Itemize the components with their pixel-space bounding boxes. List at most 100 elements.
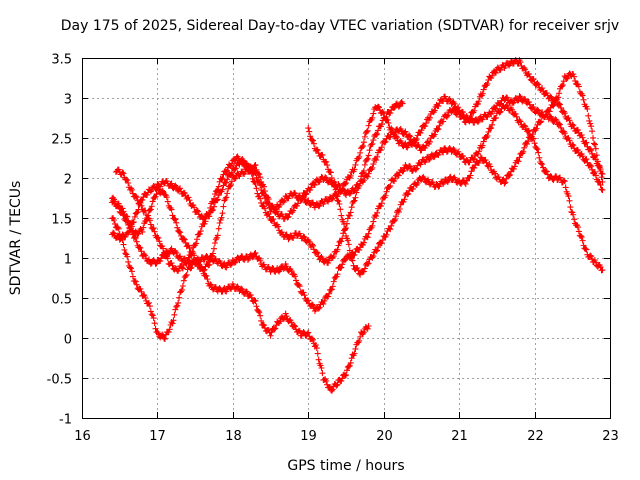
data-point [351, 350, 358, 357]
data-point [351, 187, 358, 194]
data-point [459, 153, 466, 160]
data-point [539, 85, 546, 92]
data-point [132, 193, 139, 200]
data-point [374, 153, 381, 160]
data-point [315, 305, 322, 312]
data-point [330, 182, 337, 189]
data-point [272, 325, 279, 332]
data-point [529, 131, 536, 138]
data-point [244, 168, 251, 175]
data-point [587, 252, 594, 259]
data-point [200, 267, 207, 274]
data-point [373, 248, 380, 255]
data-point [431, 131, 438, 138]
data-point [565, 193, 572, 200]
data-point [373, 156, 380, 163]
data-point [150, 315, 157, 322]
data-point [176, 228, 183, 235]
data-point [180, 277, 187, 284]
data-point [250, 165, 257, 172]
data-point [243, 288, 250, 295]
data-point [155, 235, 162, 241]
data-point [338, 238, 345, 245]
data-point [599, 187, 606, 193]
data-point [204, 276, 211, 283]
data-point [245, 167, 252, 174]
data-point [183, 271, 190, 278]
data-point [359, 142, 366, 149]
data-point [369, 114, 376, 121]
data-point [170, 317, 177, 324]
data-point [178, 264, 185, 271]
data-point [160, 188, 167, 195]
data-point [395, 103, 402, 110]
data-point [125, 258, 132, 265]
data-point [120, 241, 127, 248]
data-point [309, 335, 316, 342]
data-point [206, 261, 213, 268]
data-point [330, 253, 337, 260]
data-point [582, 245, 589, 252]
data-point [563, 75, 570, 82]
data-point [352, 345, 359, 352]
data-point [497, 108, 504, 115]
data-point [290, 207, 297, 214]
data-point [111, 230, 118, 237]
data-point [178, 288, 184, 295]
data-point [534, 146, 541, 153]
data-point [365, 260, 372, 267]
data-point [412, 166, 419, 173]
data-point [374, 209, 381, 216]
data-point [122, 233, 129, 240]
series-track-6 [305, 70, 606, 278]
data-point [365, 170, 372, 177]
data-point [168, 260, 175, 267]
data-point [591, 169, 598, 176]
data-point [121, 246, 128, 253]
data-point [312, 342, 319, 349]
data-point [173, 183, 180, 190]
data-point [300, 289, 307, 296]
data-point [570, 71, 577, 78]
data-point [512, 111, 519, 117]
data-point [336, 182, 343, 189]
data-point [392, 213, 399, 220]
data-point [480, 138, 487, 145]
data-point [228, 160, 235, 167]
data-point [460, 155, 467, 162]
data-point [376, 104, 382, 111]
data-point [309, 136, 316, 143]
data-point [364, 155, 371, 162]
data-point [365, 230, 372, 237]
data-point [213, 197, 220, 204]
data-point [356, 246, 363, 253]
data-point [475, 148, 482, 155]
data-point [146, 207, 153, 214]
data-point [131, 277, 138, 284]
data-point [110, 197, 117, 204]
data-point [181, 190, 188, 197]
data-point [375, 103, 382, 110]
data-point [305, 125, 312, 132]
y-tick-label: 0 [64, 333, 72, 348]
data-point [207, 257, 214, 264]
data-point [186, 197, 193, 204]
data-point [525, 71, 532, 78]
data-point [540, 164, 547, 171]
data-point [168, 206, 175, 213]
data-point [195, 261, 202, 268]
data-point [506, 172, 513, 179]
data-point [227, 183, 234, 190]
data-point [580, 242, 587, 249]
data-point [216, 220, 223, 227]
data-point [382, 138, 389, 145]
data-point [435, 102, 442, 109]
data-point [231, 157, 238, 164]
data-point [373, 131, 380, 138]
data-point [587, 162, 594, 169]
data-point [471, 107, 478, 114]
data-point [357, 333, 364, 340]
data-point [579, 153, 586, 160]
data-point [211, 190, 218, 197]
y-tick-label: -1 [59, 413, 72, 428]
